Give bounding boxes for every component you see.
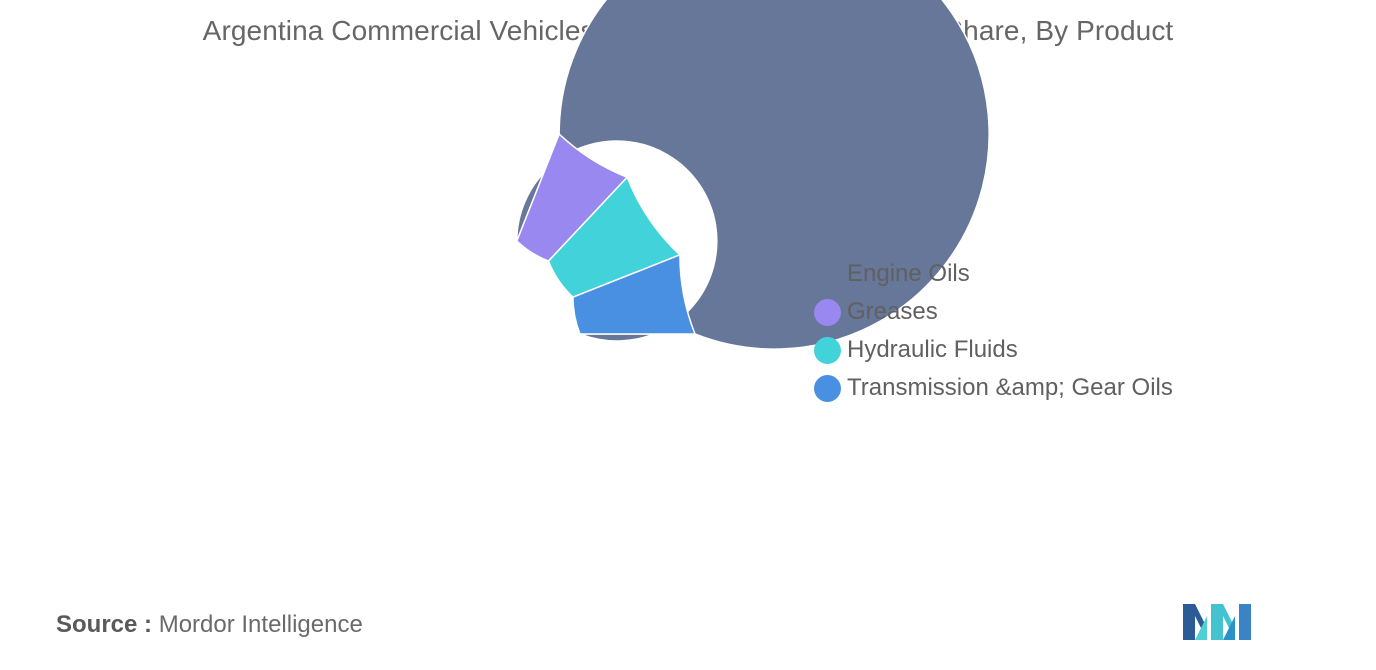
- legend-item-engine-oils: Engine Oils: [814, 255, 1234, 293]
- mordor-intelligence-logo-icon: [1183, 604, 1251, 640]
- source-text: Mordor Intelligence: [158, 611, 363, 638]
- legend-label-hydraulic-fluids: Hydraulic Fluids: [847, 336, 1018, 363]
- slice-engine-oils: [516, 0, 990, 350]
- legend-label-transmission-gear-oils: Transmission &amp; Gear Oils: [847, 374, 1173, 401]
- slice-transmission-amp-gear-oils: [572, 253, 697, 335]
- chart-legend: Engine Oils Greases Hydraulic Fluids Tra…: [814, 255, 1234, 407]
- legend-swatch-greases: [814, 298, 841, 326]
- legend-item-hydraulic-fluids: Hydraulic Fluids: [814, 331, 1234, 369]
- legend-swatch-hydraulic-fluids: [814, 336, 841, 364]
- legend-label-engine-oils: Engine Oils: [847, 260, 970, 287]
- legend-item-transmission-gear-oils: Transmission &amp; Gear Oils: [814, 369, 1234, 407]
- legend-swatch-transmission-gear-oils: [814, 374, 841, 402]
- legend-label-greases: Greases: [847, 298, 938, 325]
- source-note: Source : Mordor Intelligence: [56, 611, 363, 639]
- legend-swatch-engine-oils: [814, 260, 841, 288]
- legend-item-greases: Greases: [814, 293, 1234, 331]
- source-label: Source :: [56, 611, 153, 638]
